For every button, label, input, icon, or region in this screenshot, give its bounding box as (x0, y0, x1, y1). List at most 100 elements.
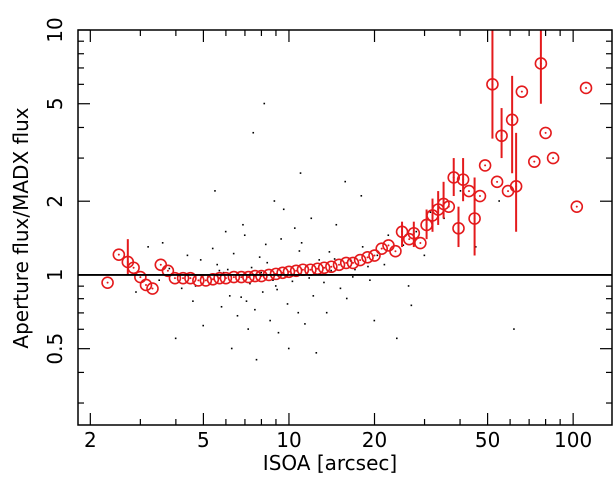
binned-point (534, 57, 548, 70)
binned-point (139, 278, 153, 292)
binned-point (235, 270, 248, 284)
point (232, 252, 235, 255)
point (339, 287, 342, 290)
binned-center (351, 261, 354, 264)
point (415, 230, 418, 233)
binned-point (269, 267, 283, 281)
point (369, 279, 371, 282)
y-tick-label: 2 (43, 195, 67, 208)
binned-center (166, 269, 169, 272)
point (249, 282, 251, 285)
binned-center (511, 118, 514, 121)
binned-point (206, 272, 220, 286)
point (335, 223, 338, 226)
binned-center (457, 227, 460, 230)
binned-point (339, 256, 353, 270)
binned-point (368, 249, 381, 262)
point (220, 305, 223, 308)
point (376, 254, 379, 257)
binned-point (579, 81, 593, 95)
binned-center (173, 277, 176, 280)
point (228, 295, 231, 297)
point (260, 271, 263, 274)
point (211, 247, 214, 250)
point (323, 281, 325, 284)
binned-center (240, 276, 243, 279)
binned-point (486, 78, 499, 91)
binned-point (219, 271, 233, 285)
binned-center (380, 247, 383, 250)
binned-center (484, 164, 487, 167)
y-tick-label: 5 (43, 97, 67, 110)
point (474, 246, 477, 248)
point (513, 328, 515, 330)
point (402, 244, 405, 247)
binned-point (456, 173, 470, 186)
binned-center (520, 90, 523, 93)
point (304, 323, 306, 325)
binned-point (276, 266, 289, 280)
binned-center (585, 86, 588, 89)
binned-point (325, 260, 338, 274)
binned-center (425, 223, 428, 226)
point (274, 285, 277, 287)
binned-center (159, 263, 162, 266)
plot-frame (77, 29, 613, 426)
point (147, 246, 149, 248)
point (180, 287, 183, 290)
binned-point (289, 264, 303, 278)
binned-center (452, 176, 455, 179)
point (312, 295, 315, 297)
binned-center (224, 277, 227, 280)
binned-center (330, 265, 333, 268)
binned-center (126, 260, 129, 263)
point (174, 337, 177, 340)
binned-center (401, 230, 404, 233)
x-tick-label: 100 (554, 428, 592, 452)
point (230, 347, 233, 350)
point (308, 277, 310, 279)
binned-point (468, 212, 481, 225)
point (202, 324, 205, 327)
binned-point (414, 236, 427, 250)
binned-center (309, 268, 312, 271)
point (287, 347, 290, 350)
binned-point (407, 226, 421, 240)
binned-point (473, 189, 487, 203)
binned-center (189, 277, 192, 280)
point (243, 234, 246, 237)
binned-point (505, 113, 519, 127)
binned-center (462, 178, 465, 181)
binned-center (412, 232, 415, 235)
point (298, 250, 301, 252)
binned-center (575, 205, 578, 208)
binned-center (287, 270, 290, 273)
binned-center (117, 253, 120, 256)
binned-center (151, 287, 154, 290)
binned-point (176, 271, 190, 285)
binned-point (346, 256, 360, 270)
binned-point (528, 155, 541, 168)
point (247, 328, 250, 330)
binned-center (539, 62, 542, 65)
binned-center (515, 185, 518, 188)
binned-center (359, 259, 362, 262)
binned-center (473, 217, 476, 220)
binned-center (408, 238, 411, 241)
x-tick-label: 50 (475, 428, 500, 452)
binned-point (332, 258, 346, 272)
binned-point (570, 200, 584, 213)
point (186, 254, 189, 257)
binned-point (490, 175, 504, 189)
binned-center (507, 190, 510, 193)
point (280, 238, 282, 240)
point (330, 269, 332, 272)
point (325, 311, 328, 314)
binned-point (227, 270, 241, 284)
binned-center (544, 131, 547, 134)
point (192, 300, 194, 302)
point (255, 358, 258, 361)
binned-center (345, 261, 348, 264)
binned-center (552, 157, 555, 160)
